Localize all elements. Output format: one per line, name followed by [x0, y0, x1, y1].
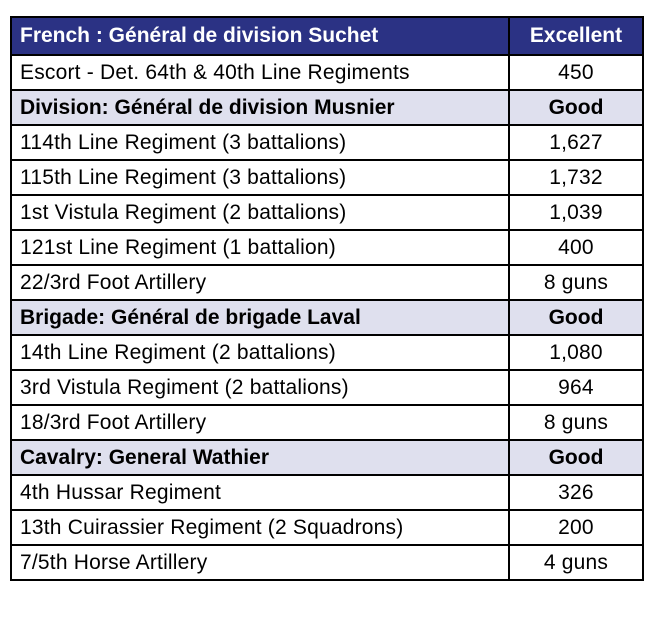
table-row: 22/3rd Foot Artillery 8 guns [10, 264, 644, 301]
section-row-division: Division: Général de division Musnier Go… [10, 89, 644, 126]
unit-strength-cell: 8 guns [508, 404, 644, 441]
unit-strength-cell: 326 [508, 474, 644, 511]
table-row: 1st Vistula Regiment (2 battalions) 1,03… [10, 194, 644, 231]
table-row: 4th Hussar Regiment 326 [10, 474, 644, 511]
unit-strength-cell: 964 [508, 369, 644, 406]
commander-cell: French : Général de division Suchet [10, 16, 510, 56]
table-row: 3rd Vistula Regiment (2 battalions) 964 [10, 369, 644, 406]
section-rating-cell: Good [508, 89, 644, 126]
unit-name-cell: 4th Hussar Regiment [10, 474, 510, 511]
unit-name-cell: 13th Cuirassier Regiment (2 Squadrons) [10, 509, 510, 546]
unit-strength-cell: 200 [508, 509, 644, 546]
unit-name-cell: 14th Line Regiment (2 battalions) [10, 334, 510, 371]
table-row: 115th Line Regiment (3 battalions) 1,732 [10, 159, 644, 196]
section-title-cell: Brigade: Général de brigade Laval [10, 299, 510, 336]
unit-name-cell: 22/3rd Foot Artillery [10, 264, 510, 301]
unit-name-cell: 7/5th Horse Artillery [10, 544, 510, 581]
unit-name-cell: 121st Line Regiment (1 battalion) [10, 229, 510, 266]
section-rating-cell: Good [508, 439, 644, 476]
unit-name-cell: 1st Vistula Regiment (2 battalions) [10, 194, 510, 231]
unit-strength-cell: 1,627 [508, 124, 644, 161]
unit-name-cell: Escort - Det. 64th & 40th Line Regiments [10, 54, 510, 91]
table-row: 114th Line Regiment (3 battalions) 1,627 [10, 124, 644, 161]
unit-strength-cell: 1,039 [508, 194, 644, 231]
unit-strength-cell: 400 [508, 229, 644, 266]
unit-strength-cell: 8 guns [508, 264, 644, 301]
unit-name-cell: 114th Line Regiment (3 battalions) [10, 124, 510, 161]
table-row: 7/5th Horse Artillery 4 guns [10, 544, 644, 581]
unit-name-cell: 115th Line Regiment (3 battalions) [10, 159, 510, 196]
unit-name-cell: 3rd Vistula Regiment (2 battalions) [10, 369, 510, 406]
unit-strength-cell: 450 [508, 54, 644, 91]
unit-name-cell: 18/3rd Foot Artillery [10, 404, 510, 441]
section-row-brigade: Brigade: Général de brigade Laval Good [10, 299, 644, 336]
table-row: 14th Line Regiment (2 battalions) 1,080 [10, 334, 644, 371]
table-row: 18/3rd Foot Artillery 8 guns [10, 404, 644, 441]
order-of-battle-table: French : Général de division Suchet Exce… [10, 16, 644, 581]
table-row: 13th Cuirassier Regiment (2 Squadrons) 2… [10, 509, 644, 546]
unit-strength-cell: 1,080 [508, 334, 644, 371]
unit-strength-cell: 4 guns [508, 544, 644, 581]
unit-strength-cell: 1,732 [508, 159, 644, 196]
table-row: 121st Line Regiment (1 battalion) 400 [10, 229, 644, 266]
commander-rating-cell: Excellent [508, 16, 644, 56]
section-rating-cell: Good [508, 299, 644, 336]
section-title-cell: Division: Général de division Musnier [10, 89, 510, 126]
section-row-cavalry: Cavalry: General Wathier Good [10, 439, 644, 476]
escort-row: Escort - Det. 64th & 40th Line Regiments… [10, 54, 644, 91]
table-header-row: French : Général de division Suchet Exce… [10, 16, 644, 56]
section-title-cell: Cavalry: General Wathier [10, 439, 510, 476]
